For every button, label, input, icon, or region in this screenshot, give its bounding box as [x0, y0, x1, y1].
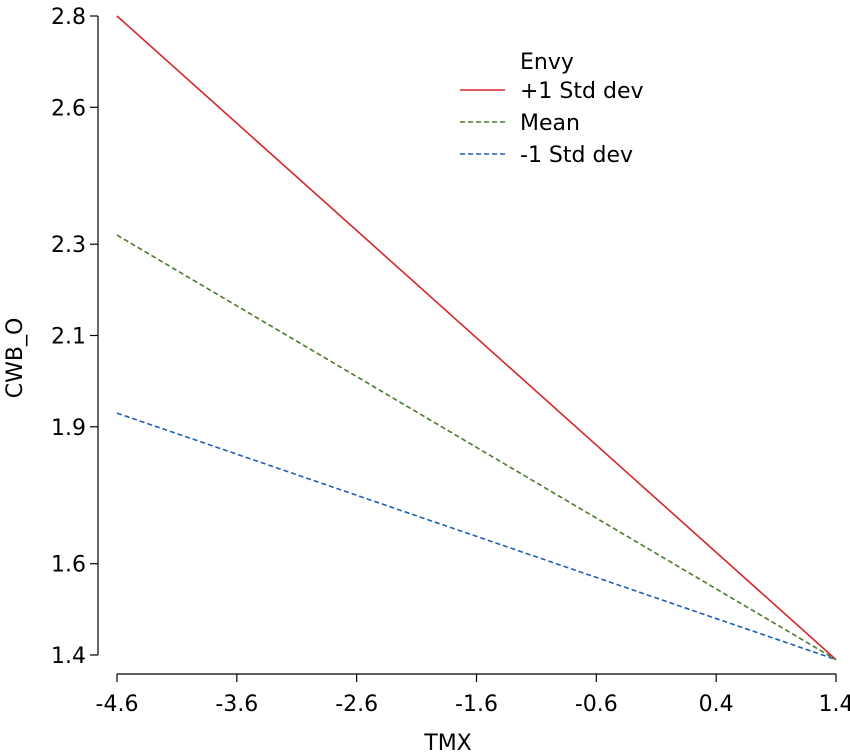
y-tick-label: 2.8: [51, 5, 86, 30]
x-tick-label: -1.6: [455, 692, 498, 717]
series-line-3: [116, 412, 837, 661]
legend-label-3: -1 Std dev: [520, 143, 633, 168]
series-line-1: [116, 15, 837, 661]
legend: Envy +1 Std dev Mean -1 Std dev: [460, 50, 644, 168]
x-tick-label: -4.6: [96, 692, 139, 717]
legend-title: Envy: [520, 50, 574, 75]
x-tick-label: 1.4: [819, 692, 850, 717]
y-tick-label: 2.6: [51, 96, 86, 121]
y-axis: 1.4 1.6 1.9 2.1 2.3 2.6 2.8: [51, 5, 99, 669]
y-tick-label: 1.4: [51, 644, 86, 669]
y-tick-label: 2.3: [51, 233, 86, 258]
x-axis-title: TMX: [423, 731, 472, 752]
x-tick-label: -0.6: [575, 692, 618, 717]
x-tick-label: 0.4: [699, 692, 734, 717]
y-axis-title: CWB_O: [3, 318, 28, 399]
legend-label-2: Mean: [520, 111, 580, 136]
y-tick-label: 1.6: [51, 553, 86, 578]
y-tick-label: 2.1: [51, 325, 86, 350]
series-line-2: [116, 234, 837, 661]
x-tick-label: -2.6: [335, 692, 378, 717]
x-axis: -4.6 -3.6 -2.6 -1.6 -0.6 0.4 1.4: [96, 673, 850, 717]
y-tick-label: 1.9: [51, 416, 86, 441]
series-layer: [116, 15, 837, 661]
legend-label-1: +1 Std dev: [520, 79, 644, 104]
x-tick-label: -3.6: [215, 692, 258, 717]
